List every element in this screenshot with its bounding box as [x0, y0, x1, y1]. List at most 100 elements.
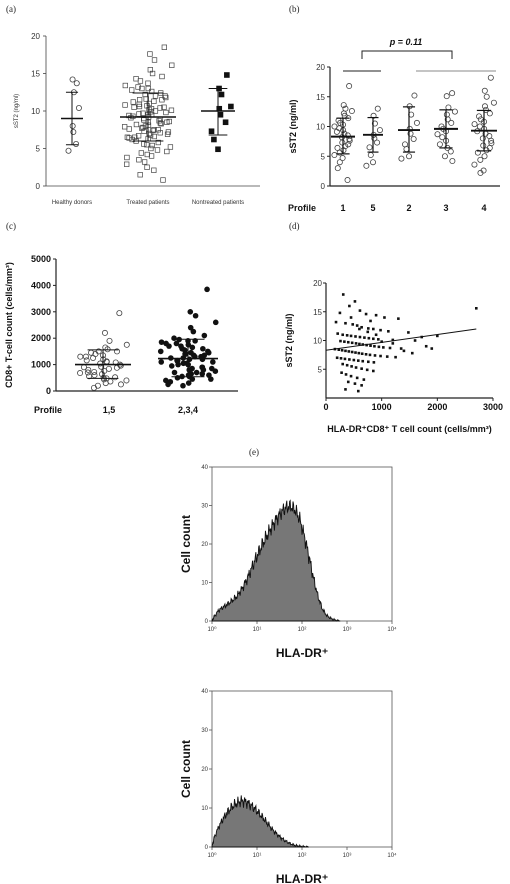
- scatter-point: [402, 349, 406, 353]
- series-2-point: [224, 72, 230, 78]
- series-1-point: [148, 153, 155, 159]
- series-3-point: [436, 141, 443, 148]
- y-tick-label: 10: [313, 337, 322, 346]
- scatter-point: [350, 365, 353, 368]
- x-tick-label: 4: [481, 203, 486, 213]
- scatter-point: [364, 312, 368, 316]
- scatter-point: [372, 337, 375, 341]
- series-1-point: [201, 332, 208, 339]
- scatter-point: [356, 389, 360, 393]
- scatter-point: [364, 353, 368, 356]
- series-1-point: [157, 348, 164, 355]
- scatter-point: [344, 373, 348, 376]
- x-tick-label: 10³: [343, 853, 352, 859]
- x-tick-label: 10¹: [253, 853, 262, 859]
- series-1-point: [130, 99, 136, 105]
- y-tick-label: 10: [201, 581, 208, 587]
- y-tick-label: 10: [201, 806, 208, 812]
- scatter-point: [367, 360, 370, 364]
- series-4-point: [481, 87, 488, 94]
- series-0-point: [90, 384, 97, 391]
- series-1-point: [124, 154, 130, 161]
- scatter-point: [382, 346, 385, 349]
- scatter-point: [360, 325, 363, 329]
- series-0-point: [336, 159, 343, 166]
- x-tick-label: 1000: [372, 402, 392, 412]
- series-1-point: [185, 380, 192, 386]
- series-1-point: [159, 73, 165, 80]
- series-1-point: [182, 351, 188, 357]
- y-tick-label: 20: [316, 63, 325, 72]
- scatter-point: [374, 333, 378, 337]
- series-1-point: [137, 78, 144, 84]
- series-0-point: [80, 364, 87, 371]
- y-axis-label: Cell count: [179, 515, 193, 573]
- scatter-point: [377, 338, 380, 341]
- series-1-point: [208, 365, 215, 372]
- series-1-point: [141, 141, 147, 147]
- series-1-point: [212, 319, 219, 326]
- series-1-point: [160, 177, 166, 183]
- series-0-point: [331, 152, 338, 159]
- scatter-point: [383, 316, 386, 319]
- series-1-point: [129, 87, 135, 93]
- series-2-point: [398, 155, 405, 162]
- series-1-point: [363, 162, 370, 169]
- y-tick-label: 2000: [31, 333, 51, 343]
- series-1-point: [140, 124, 146, 131]
- series-1-point: [164, 131, 171, 137]
- series-1-point: [126, 126, 132, 132]
- series-1-point: [151, 127, 157, 133]
- series-0-point: [65, 147, 72, 154]
- series-1-point: [151, 57, 158, 63]
- series-1-point: [200, 345, 206, 352]
- series-1-point: [157, 105, 163, 111]
- series-0-point: [95, 348, 102, 355]
- series-2-point: [228, 103, 234, 110]
- series-0-point: [116, 310, 123, 317]
- series-4-point: [480, 142, 487, 149]
- scatter-point: [369, 319, 372, 323]
- series-1-point: [148, 145, 154, 152]
- panel-label: (d): [289, 221, 300, 231]
- scatter-point: [360, 367, 363, 370]
- series-2-point: [215, 146, 221, 153]
- series-1-point: [161, 44, 167, 50]
- series-0-point: [123, 341, 130, 348]
- series-4-point: [479, 135, 486, 142]
- series-0-point: [346, 137, 353, 144]
- series-3-point: [434, 131, 441, 138]
- y-axis-label: sST2 (ng/ml): [284, 313, 294, 367]
- series-1-point: [162, 93, 168, 99]
- series-0-point: [77, 353, 84, 360]
- scatter-point: [353, 382, 357, 385]
- series-1-point: [138, 150, 145, 156]
- series-0-point: [348, 108, 355, 115]
- series-1-point: [188, 349, 194, 356]
- significance-bracket: [361, 50, 453, 59]
- y-tick-label: 5: [321, 152, 326, 161]
- series-1-point: [135, 133, 142, 139]
- series-1-point: [137, 172, 143, 178]
- scatter-point: [344, 388, 347, 391]
- x-tick-label: 3: [443, 203, 448, 213]
- scatter-point: [335, 356, 339, 360]
- x-tick-label: 10¹: [253, 627, 262, 633]
- scatter-point: [336, 332, 339, 335]
- series-0-point: [102, 380, 109, 387]
- scatter-point: [346, 380, 350, 384]
- y-tick-label: 3000: [31, 307, 51, 317]
- scatter-point: [430, 347, 434, 350]
- series-0-point: [82, 353, 89, 360]
- x-tick-label: 10²: [298, 853, 307, 859]
- series-1-point: [133, 76, 139, 82]
- scatter-point: [410, 351, 414, 355]
- x-tick-label: 2: [406, 203, 411, 213]
- y-tick-label: 5: [36, 145, 41, 154]
- scatter-point: [337, 348, 341, 351]
- x-tick-label: 1,5: [103, 405, 116, 415]
- scatter-point: [379, 328, 382, 332]
- series-1-point: [139, 85, 145, 92]
- x-axis-label: HLA-DR⁺: [276, 872, 328, 884]
- scatter-point: [354, 335, 357, 338]
